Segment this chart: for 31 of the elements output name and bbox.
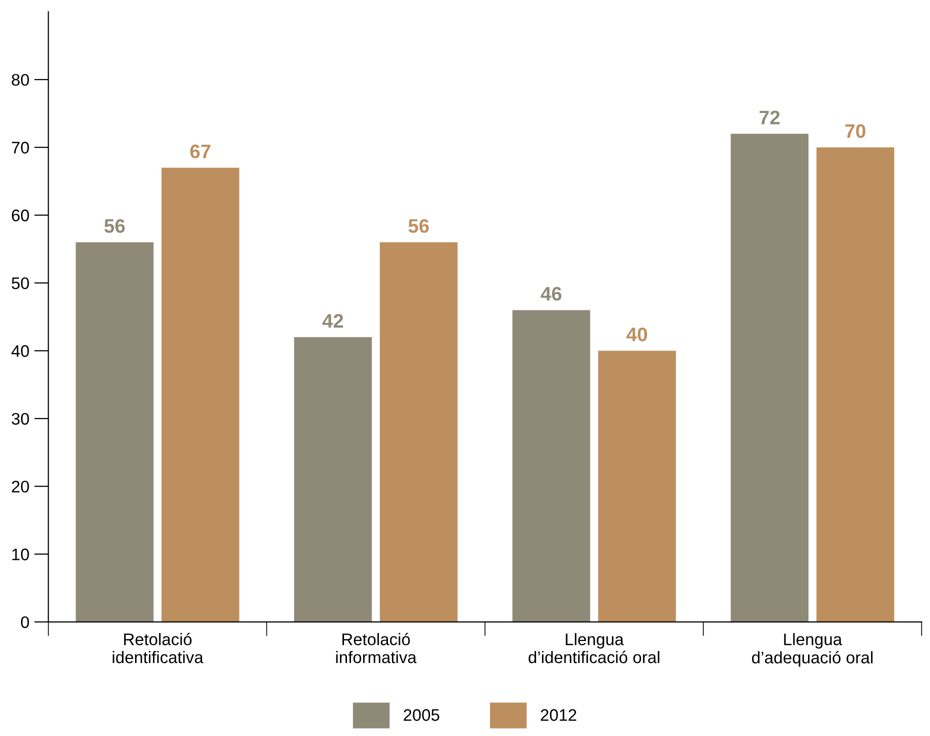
y-tick-label: 10 bbox=[12, 548, 29, 560]
bar bbox=[816, 147, 894, 622]
bar bbox=[598, 350, 676, 622]
bar bbox=[512, 310, 590, 622]
data-label: 42 bbox=[322, 314, 344, 328]
y-tick-label: 0 bbox=[20, 616, 29, 628]
x-tick-label: Retolació identificativa bbox=[112, 632, 204, 664]
y-tick-label: 70 bbox=[12, 142, 29, 154]
legend-label: 2012 bbox=[540, 709, 576, 721]
data-label: 46 bbox=[540, 286, 562, 301]
y-tick-label: 50 bbox=[12, 277, 29, 290]
x-tick-label: Retolació informativa bbox=[336, 632, 417, 664]
y-tick-label: 20 bbox=[12, 480, 29, 493]
bar bbox=[380, 242, 458, 622]
y-tick-label: 80 bbox=[12, 74, 29, 86]
x-tick-label: Llengua d’adequació oral bbox=[752, 633, 873, 667]
data-label: 56 bbox=[408, 219, 429, 233]
bar bbox=[162, 168, 240, 622]
bar bbox=[76, 242, 154, 622]
y-tick-label: 30 bbox=[12, 412, 29, 425]
data-label: 70 bbox=[845, 124, 866, 138]
x-tick-label: Llengua d’identificació oral bbox=[528, 633, 660, 664]
y-tick-label: 60 bbox=[12, 210, 29, 222]
y-tick-label: 40 bbox=[11, 345, 29, 357]
bar bbox=[294, 337, 372, 622]
data-label: 40 bbox=[626, 328, 648, 342]
data-label: 67 bbox=[190, 144, 210, 158]
bar bbox=[730, 134, 808, 622]
data-label: 72 bbox=[760, 110, 780, 124]
data-label: 56 bbox=[104, 219, 125, 233]
legend-label: 2005 bbox=[404, 709, 440, 721]
